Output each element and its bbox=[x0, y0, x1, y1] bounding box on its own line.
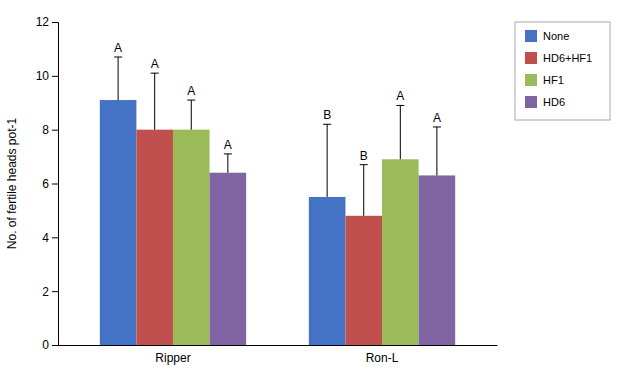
error-bar-cap bbox=[114, 56, 122, 57]
sig-label: B bbox=[360, 149, 368, 163]
y-tick: 4 bbox=[42, 231, 58, 245]
error-bar-cap bbox=[187, 100, 195, 101]
sig-label: A bbox=[187, 84, 195, 98]
y-axis-title: No. of fertile heads pot-1 bbox=[5, 117, 19, 249]
y-tick-label: 12 bbox=[36, 15, 50, 29]
y-tick-mark bbox=[52, 345, 58, 346]
y-tick-mark bbox=[52, 184, 58, 185]
y-tick: 6 bbox=[42, 177, 58, 191]
legend-item: None bbox=[525, 30, 569, 42]
legend: None HD6+HF1 HF1 HD6 bbox=[515, 22, 610, 120]
error-bar-stem bbox=[154, 73, 155, 130]
legend-swatch bbox=[525, 52, 537, 64]
error-bar bbox=[224, 154, 232, 173]
y-tick: 2 bbox=[42, 285, 58, 299]
legend-item: HF1 bbox=[525, 74, 564, 86]
y-tick-label: 8 bbox=[42, 123, 49, 137]
error-bar bbox=[433, 127, 441, 175]
sig-label: A bbox=[396, 89, 404, 103]
sig-label: A bbox=[433, 111, 441, 125]
sig-label: A bbox=[224, 138, 232, 152]
y-tick-mark bbox=[52, 22, 58, 23]
error-bar-stem bbox=[363, 165, 364, 216]
error-bar-stem bbox=[191, 100, 192, 130]
legend-swatch bbox=[525, 96, 537, 108]
error-bar bbox=[187, 100, 195, 130]
error-bar bbox=[151, 73, 159, 130]
y-tick: 12 bbox=[36, 15, 58, 29]
sig-labels: A B A B A A A A bbox=[114, 41, 441, 163]
legend-item: HD6 bbox=[525, 96, 565, 108]
bar bbox=[345, 216, 382, 345]
chart: A B A B A A A A 0 2 4 6 8 10 12 Ripper Ron-L No. of ferti… bbox=[0, 0, 622, 381]
y-tick-mark bbox=[52, 76, 58, 77]
bars bbox=[100, 57, 455, 345]
y-tick-label: 0 bbox=[42, 338, 49, 352]
error-bar bbox=[114, 57, 122, 100]
error-bar-cap bbox=[433, 126, 441, 127]
y-tick: 0 bbox=[42, 338, 58, 352]
error-bar-cap bbox=[151, 73, 159, 74]
legend-item: HD6+HF1 bbox=[525, 52, 592, 64]
error-bar-stem bbox=[400, 105, 401, 159]
legend-label: None bbox=[543, 30, 569, 42]
plot: A B A B A A A A 0 2 4 6 8 10 12 Ripper Ron-L bbox=[36, 15, 498, 364]
bar bbox=[210, 173, 247, 345]
y-tick: 10 bbox=[36, 69, 58, 83]
y-tick: 8 bbox=[42, 123, 58, 137]
legend-swatch bbox=[525, 74, 537, 86]
x-tick-label: Ripper bbox=[155, 351, 190, 365]
bar bbox=[100, 100, 137, 345]
y-tick-label: 4 bbox=[42, 231, 49, 245]
x-tick-label: Ron-L bbox=[366, 351, 399, 365]
x-axis: Ripper Ron-L bbox=[59, 346, 498, 365]
error-bar-cap bbox=[396, 105, 404, 106]
error-bar bbox=[323, 124, 331, 197]
legend-swatch bbox=[525, 30, 537, 42]
bar bbox=[173, 130, 210, 345]
x-tick: Ron-L bbox=[366, 351, 399, 365]
legend-label: HF1 bbox=[543, 74, 564, 86]
legend-frame bbox=[515, 22, 610, 120]
error-bar-stem bbox=[227, 154, 228, 173]
bar bbox=[136, 130, 173, 345]
y-axis: 0 2 4 6 8 10 12 bbox=[36, 15, 59, 352]
legend-label: HD6+HF1 bbox=[543, 52, 592, 64]
y-tick-label: 10 bbox=[36, 69, 50, 83]
y-tick-mark bbox=[52, 130, 58, 131]
error-bar-cap bbox=[360, 164, 368, 165]
y-tick-mark bbox=[52, 237, 58, 238]
error-bar bbox=[360, 165, 368, 216]
y-axis-line bbox=[52, 23, 59, 346]
legend-label: HD6 bbox=[543, 96, 565, 108]
error-bar-stem bbox=[118, 57, 119, 100]
y-tick-mark bbox=[52, 291, 58, 292]
error-bar-cap bbox=[224, 153, 232, 154]
bar bbox=[309, 197, 346, 345]
x-axis-line bbox=[59, 345, 498, 346]
error-bar-stem bbox=[436, 127, 437, 175]
error-bar-cap bbox=[323, 124, 331, 125]
sig-label: A bbox=[151, 57, 159, 71]
sig-label: A bbox=[114, 41, 122, 55]
x-tick: Ripper bbox=[155, 351, 190, 365]
bar bbox=[382, 159, 419, 345]
error-bar bbox=[396, 105, 404, 159]
error-bar-stem bbox=[327, 124, 328, 197]
sig-label: B bbox=[323, 108, 331, 122]
bar bbox=[419, 175, 456, 345]
y-tick-label: 6 bbox=[42, 177, 49, 191]
y-tick-label: 2 bbox=[42, 285, 49, 299]
